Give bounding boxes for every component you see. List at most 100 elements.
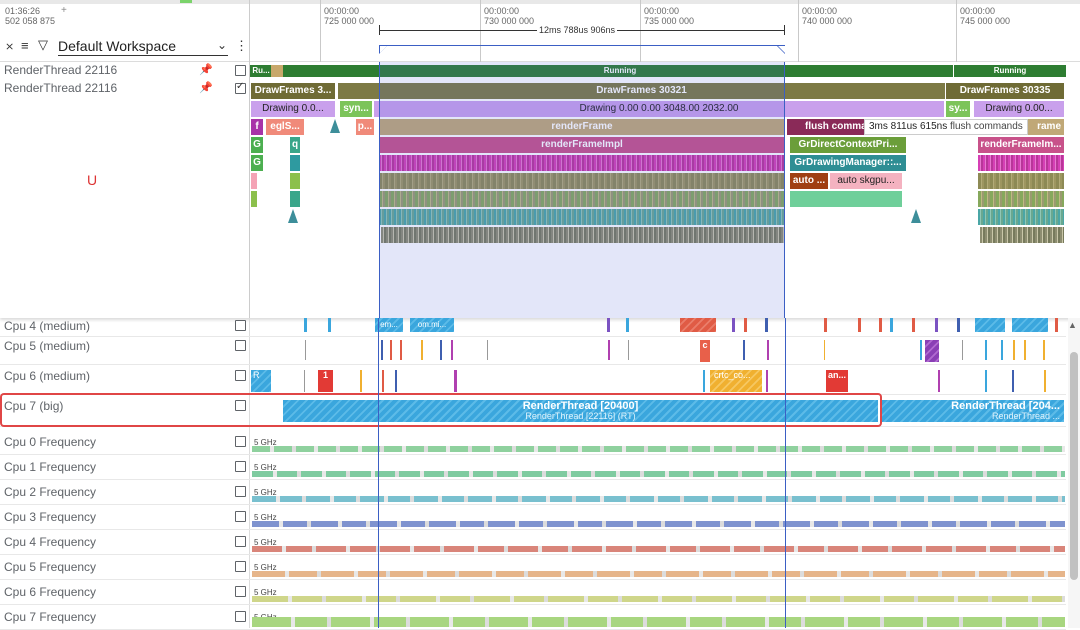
pin-icon[interactable]: 📌 — [199, 64, 213, 76]
slice-drawframes-2[interactable]: DrawFrames 30321 — [338, 83, 945, 99]
slice-renderframeimpl[interactable]: renderFrameImpl — [379, 137, 785, 153]
cpu4-slice[interactable] — [304, 318, 307, 332]
cpu7-slice-renderthread-a[interactable]: RenderThread [20400] RenderThread [22116… — [283, 400, 878, 422]
slice-renderframe[interactable]: renderFrame — [379, 119, 785, 135]
collapse-all-icon[interactable]: ⨯ — [5, 41, 15, 53]
sort-icon[interactable]: ≡ — [21, 38, 29, 53]
cpu5-slice[interactable] — [743, 340, 745, 360]
area-selection-top[interactable] — [379, 45, 785, 46]
cpu4-slice[interactable] — [879, 318, 882, 332]
cpu6-slice[interactable] — [454, 370, 457, 392]
cpu5-slice[interactable] — [451, 340, 453, 360]
cpu4-slice[interactable] — [626, 318, 629, 332]
scroll-up-icon[interactable]: ▲ — [1068, 320, 1077, 330]
cpu-track-checkbox[interactable] — [235, 340, 246, 351]
cpu6-slice[interactable] — [985, 370, 987, 392]
slice-small[interactable] — [790, 191, 902, 207]
slice-dense-olive-right[interactable] — [978, 173, 1064, 189]
cpu5-slice[interactable] — [440, 340, 442, 360]
cpu6-slice[interactable] — [703, 370, 705, 392]
freq-counter-track[interactable] — [252, 617, 1065, 627]
top-overview-strip[interactable] — [0, 0, 1080, 4]
slice-dense-pink[interactable] — [379, 155, 785, 171]
pin-icon[interactable]: 📌 — [199, 82, 213, 94]
slice-auto-1[interactable]: auto ... — [790, 173, 828, 189]
slice-drawframes-1[interactable]: DrawFrames 3... — [251, 83, 335, 99]
freq-counter-track[interactable] — [252, 571, 1065, 577]
cpu5-slice[interactable] — [1043, 340, 1045, 360]
cpu-track-checkbox[interactable] — [235, 400, 246, 411]
cpu4-slice-b[interactable]: om.mi... — [410, 318, 454, 332]
freq-counter-track[interactable] — [252, 546, 1065, 552]
slice-small[interactable] — [251, 173, 257, 189]
cpu5-slice[interactable] — [1001, 340, 1003, 360]
slice-auto-2[interactable]: auto skgpu... — [830, 173, 902, 189]
slice-drawing-1[interactable]: Drawing 0.0... — [251, 101, 335, 117]
cpu5-slice[interactable] — [390, 340, 392, 360]
cpu5-slice[interactable] — [962, 340, 963, 360]
cpu6-slice[interactable] — [766, 370, 768, 392]
cpu5-slice[interactable] — [925, 340, 939, 362]
freq-counter-track[interactable] — [252, 446, 1065, 452]
freq-counter-track[interactable] — [252, 521, 1065, 527]
cpu4-slice[interactable] — [975, 318, 1005, 332]
cpu4-slice[interactable] — [607, 318, 610, 332]
cpu6-slice[interactable] — [304, 370, 305, 392]
cpu6-slice-1[interactable]: 1 — [318, 370, 333, 392]
slice-egls[interactable]: eglS... — [266, 119, 304, 135]
cpu5-slice[interactable] — [421, 340, 423, 360]
cpu6-slice[interactable] — [395, 370, 397, 392]
cpu4-slice[interactable] — [957, 318, 960, 332]
thread-state-runnable[interactable] — [271, 65, 283, 77]
cpu5-slice[interactable] — [1013, 340, 1015, 360]
freq-track-checkbox[interactable] — [235, 461, 246, 472]
freq-counter-track[interactable] — [252, 471, 1065, 477]
freq-track-checkbox[interactable] — [235, 611, 246, 622]
cpu4-slice[interactable] — [1055, 318, 1058, 332]
cpu5-slice[interactable] — [824, 340, 825, 360]
freq-track-checkbox[interactable] — [235, 586, 246, 597]
workspace-selector[interactable]: Default Workspace ⌄ — [58, 38, 228, 56]
slice-small[interactable] — [290, 173, 300, 189]
slice-syn-1[interactable]: syn... — [340, 101, 372, 117]
cpu5-slice[interactable] — [305, 340, 306, 360]
cpu5-slice[interactable] — [767, 340, 769, 360]
cpu6-slice-r[interactable]: R — [251, 370, 271, 392]
slice-drawing-2[interactable]: Drawing 0.00 0.00 3048.00 2032.00 — [374, 101, 944, 117]
cpu6-slice[interactable] — [1044, 370, 1046, 392]
slice-renderframeimpl-right[interactable]: renderFrameIm... — [978, 137, 1064, 153]
slice-g-1[interactable]: G — [251, 137, 263, 153]
cpu4-slice[interactable] — [890, 318, 893, 332]
cpu5-slice[interactable] — [608, 340, 610, 360]
slice-dense-olive[interactable] — [379, 173, 785, 189]
cpu5-slice[interactable] — [381, 340, 383, 360]
freq-track-checkbox[interactable] — [235, 436, 246, 447]
flow-arrow-icon[interactable] — [288, 209, 298, 223]
cpu5-slice-c[interactable]: c — [700, 340, 710, 362]
thread-state-running-short[interactable]: Ru... — [251, 65, 271, 77]
slice-small[interactable] — [290, 191, 300, 207]
more-vert-icon[interactable]: ⋮ — [235, 38, 248, 53]
cpu6-slice[interactable] — [938, 370, 940, 392]
cpu4-slice[interactable] — [765, 318, 768, 332]
cpu4-slice[interactable] — [912, 318, 915, 332]
slice-g-2[interactable]: G — [251, 155, 263, 171]
filter-icon[interactable]: ▽ — [38, 37, 48, 52]
slice-dense-grey-right[interactable] — [980, 227, 1064, 243]
slice-sy-2[interactable]: sy... — [946, 101, 970, 117]
slice-dense-green[interactable] — [379, 191, 785, 207]
slice-f[interactable]: f — [251, 119, 263, 135]
slice-drawframes-3[interactable]: DrawFrames 30335 — [946, 83, 1064, 99]
cpu5-slice[interactable] — [985, 340, 987, 360]
cpu5-slice[interactable] — [1024, 340, 1026, 360]
flow-arrow-icon[interactable] — [911, 209, 921, 223]
slice-drawing-3[interactable]: Drawing 0.00... — [974, 101, 1064, 117]
scrollbar-thumb[interactable] — [1070, 352, 1078, 580]
cpu5-slice[interactable] — [920, 340, 922, 360]
cpu4-slice[interactable] — [824, 318, 827, 332]
cpu4-slice[interactable] — [935, 318, 938, 332]
slice-dense-pink-right[interactable] — [978, 155, 1064, 171]
cpu6-slice-an[interactable]: an... — [826, 370, 848, 392]
cpu-track-checkbox[interactable] — [235, 320, 246, 331]
cpu4-slice[interactable] — [732, 318, 735, 332]
